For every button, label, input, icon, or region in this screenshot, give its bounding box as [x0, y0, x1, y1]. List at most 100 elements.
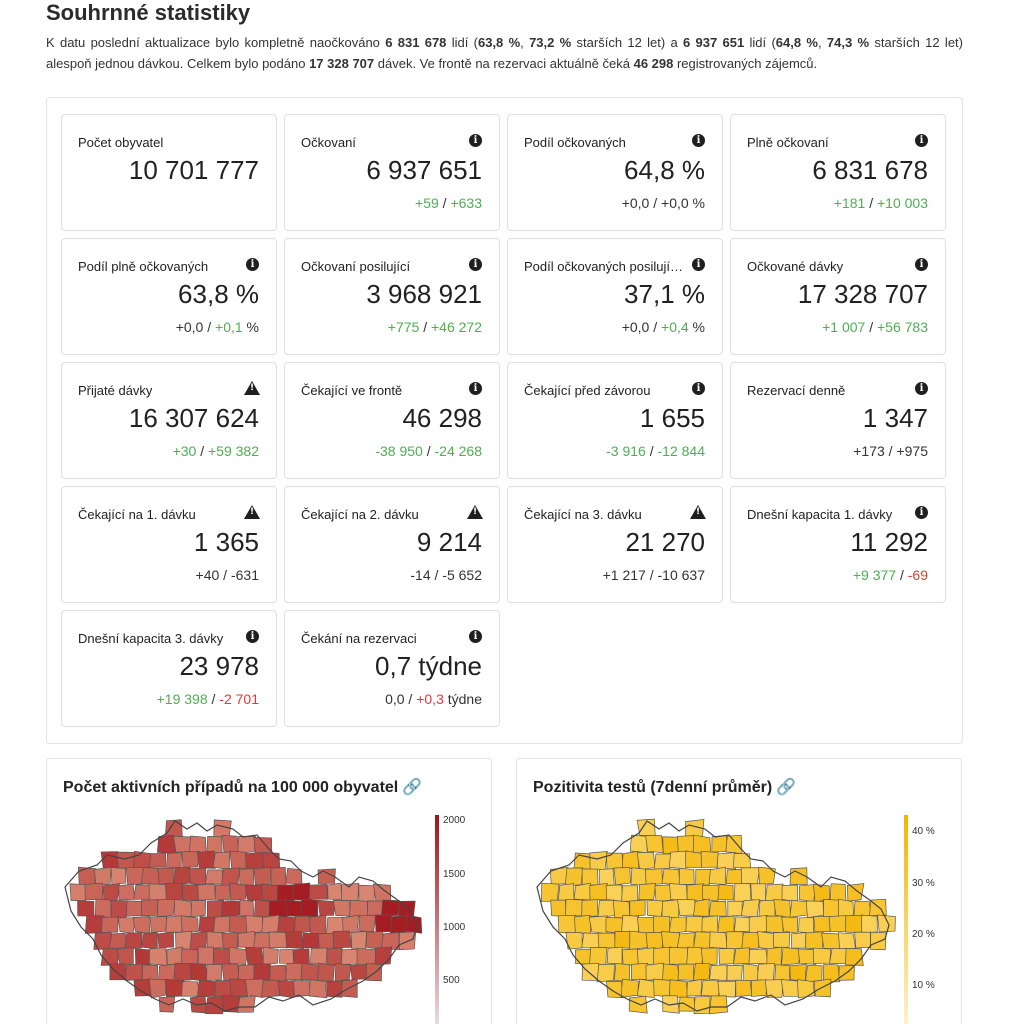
map-region[interactable]: [181, 851, 200, 868]
map-region[interactable]: [652, 915, 671, 934]
map-region[interactable]: [854, 931, 871, 949]
map-region[interactable]: [727, 900, 743, 917]
map-region[interactable]: [845, 914, 864, 934]
map-region[interactable]: [790, 932, 807, 949]
link-icon[interactable]: 🔗: [776, 779, 797, 796]
map-region[interactable]: [293, 948, 310, 965]
map-region[interactable]: [326, 947, 343, 966]
map-region[interactable]: [708, 866, 727, 886]
map-region[interactable]: [261, 914, 280, 934]
map-region[interactable]: [228, 915, 249, 935]
map-region[interactable]: [717, 980, 737, 998]
map-region[interactable]: [253, 836, 273, 854]
map-region[interactable]: [805, 900, 825, 919]
map-region[interactable]: [340, 948, 359, 965]
map-region[interactable]: [630, 962, 649, 980]
map-region[interactable]: [165, 915, 184, 934]
map-region[interactable]: [358, 914, 377, 932]
map-region[interactable]: [668, 850, 689, 870]
map-region[interactable]: [300, 962, 321, 982]
map-region[interactable]: [661, 868, 681, 886]
map-region[interactable]: [102, 883, 121, 902]
map-region[interactable]: [350, 931, 367, 950]
info-icon[interactable]: i: [692, 258, 705, 271]
map-region[interactable]: [285, 931, 304, 949]
map-region[interactable]: [621, 948, 640, 967]
info-icon[interactable]: i: [915, 382, 928, 395]
map-region[interactable]: [228, 946, 249, 966]
map-region[interactable]: [726, 931, 744, 951]
map-region[interactable]: [189, 963, 209, 982]
info-icon[interactable]: i: [469, 382, 482, 395]
map-region[interactable]: [188, 867, 207, 886]
map-region[interactable]: [404, 914, 423, 934]
map-region[interactable]: [870, 931, 887, 951]
map-region[interactable]: [172, 866, 191, 886]
map-region[interactable]: [94, 898, 112, 919]
map-region[interactable]: [156, 898, 176, 918]
map-region[interactable]: [206, 963, 223, 982]
map-region[interactable]: [196, 850, 216, 869]
map-region[interactable]: [118, 917, 136, 934]
map-region[interactable]: [166, 946, 184, 966]
map-region[interactable]: [100, 851, 119, 870]
map-region[interactable]: [750, 883, 766, 902]
map-region[interactable]: [711, 835, 729, 853]
map-region[interactable]: [84, 882, 104, 901]
map-region[interactable]: [93, 866, 112, 886]
map-region[interactable]: [196, 980, 216, 998]
map-region[interactable]: [245, 915, 263, 935]
map-region[interactable]: [229, 978, 249, 998]
map-region[interactable]: [606, 946, 623, 965]
map-region[interactable]: [268, 931, 289, 949]
map-region[interactable]: [772, 932, 791, 948]
info-icon[interactable]: i: [915, 134, 928, 147]
info-icon[interactable]: i: [246, 630, 259, 643]
info-icon[interactable]: i: [246, 258, 259, 271]
map-region[interactable]: [821, 932, 841, 950]
map-region[interactable]: [342, 914, 360, 934]
map-region[interactable]: [206, 836, 223, 854]
map-region[interactable]: [317, 899, 336, 916]
map-region[interactable]: [662, 963, 680, 982]
map-region[interactable]: [332, 899, 352, 917]
map-region[interactable]: [284, 899, 304, 917]
info-icon[interactable]: i: [915, 506, 928, 519]
map-region[interactable]: [140, 932, 158, 950]
info-icon[interactable]: i: [692, 382, 705, 395]
map-region[interactable]: [148, 853, 167, 868]
map-region[interactable]: [564, 867, 584, 887]
link-icon[interactable]: 🔗: [402, 779, 423, 796]
map-region[interactable]: [212, 851, 231, 871]
map-region[interactable]: [157, 867, 175, 885]
map-region[interactable]: [245, 978, 264, 998]
map-region[interactable]: [190, 900, 207, 918]
map-region[interactable]: [877, 914, 896, 933]
map-region[interactable]: [173, 835, 192, 853]
map-region[interactable]: [693, 931, 712, 950]
map-region[interactable]: [750, 979, 768, 997]
map-region[interactable]: [278, 949, 294, 964]
map-region[interactable]: [110, 900, 128, 918]
map-region[interactable]: [285, 962, 304, 981]
map-region[interactable]: [700, 947, 718, 967]
map-region[interactable]: [630, 867, 648, 886]
info-icon[interactable]: i: [915, 258, 928, 271]
map-region[interactable]: [269, 964, 288, 982]
map-region[interactable]: [653, 978, 671, 998]
map-region[interactable]: [317, 868, 336, 884]
map-region[interactable]: [766, 946, 782, 966]
map-region[interactable]: [245, 947, 265, 967]
map-region[interactable]: [822, 963, 841, 983]
map-region[interactable]: [846, 883, 865, 902]
map-region[interactable]: [748, 948, 769, 965]
info-icon[interactable]: i: [469, 258, 482, 271]
map-region[interactable]: [110, 867, 127, 885]
map-region[interactable]: [838, 932, 856, 950]
map-region[interactable]: [229, 882, 247, 901]
map-region[interactable]: [148, 946, 168, 966]
map-region[interactable]: [124, 963, 143, 981]
map-region[interactable]: [276, 916, 297, 935]
map-region[interactable]: [125, 867, 144, 886]
map-region[interactable]: [695, 869, 712, 886]
